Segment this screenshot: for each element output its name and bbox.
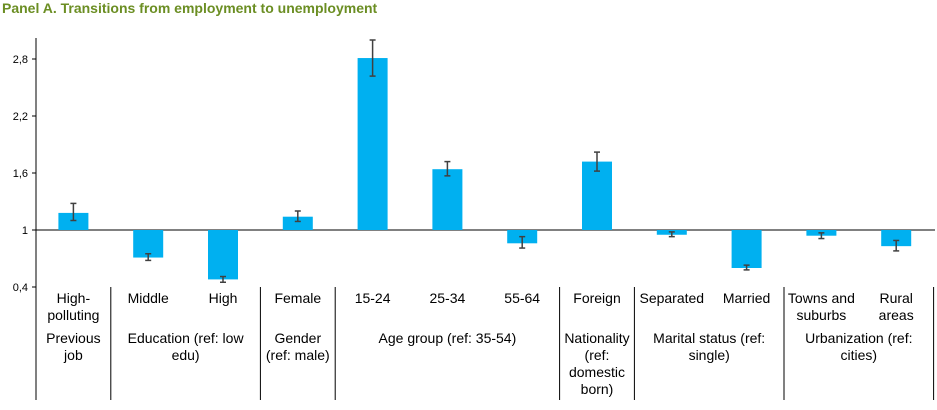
category-label: polluting — [47, 307, 99, 323]
group-label: cities) — [841, 347, 878, 363]
bar — [133, 230, 164, 258]
category-label: Towns and — [788, 290, 855, 306]
group-label: Urbanization (ref: — [805, 330, 912, 346]
group-label: Gender — [274, 330, 321, 346]
category-label: 25-34 — [429, 290, 465, 306]
category-label: Middle — [128, 290, 169, 306]
bar — [582, 161, 612, 230]
category-label: Foreign — [573, 290, 620, 306]
group-label: edu) — [172, 347, 200, 363]
bar — [282, 216, 313, 230]
category-label: areas — [879, 307, 914, 323]
y-tick-label: 1 — [22, 225, 28, 237]
category-label: Rural — [879, 290, 912, 306]
bar — [432, 169, 463, 230]
y-tick-label: 2,2 — [13, 111, 28, 123]
bar — [881, 230, 912, 247]
group-label: job — [63, 347, 83, 363]
category-label: High- — [57, 290, 91, 306]
group-label: Nationality — [564, 330, 629, 346]
group-label: domestic — [569, 364, 625, 380]
group-label: (ref: male) — [266, 347, 330, 363]
bar — [58, 212, 89, 230]
bar — [731, 230, 762, 268]
group-label: Age group (ref: 35-54) — [379, 330, 517, 346]
group-label: Previous — [46, 330, 100, 346]
category-label: Separated — [639, 290, 704, 306]
y-tick-label: 1,6 — [13, 168, 28, 180]
category-label: 55-64 — [504, 290, 540, 306]
group-label: (ref: — [585, 347, 610, 363]
y-tick-label: 2,8 — [13, 54, 28, 66]
group-label: born) — [581, 381, 614, 397]
category-label: 15-24 — [355, 290, 391, 306]
category-label: Female — [274, 290, 321, 306]
group-label: single) — [689, 347, 730, 363]
chart-title: Panel A. Transitions from employment to … — [2, 0, 378, 16]
y-tick-label: 0,4 — [13, 282, 28, 294]
category-label: Married — [723, 290, 770, 306]
group-label: Education (ref: low — [128, 330, 245, 346]
category-label: High — [209, 290, 238, 306]
bar — [208, 230, 238, 280]
group-label: Marital status (ref: — [653, 330, 765, 346]
bar — [357, 58, 388, 230]
category-label: suburbs — [796, 307, 846, 323]
